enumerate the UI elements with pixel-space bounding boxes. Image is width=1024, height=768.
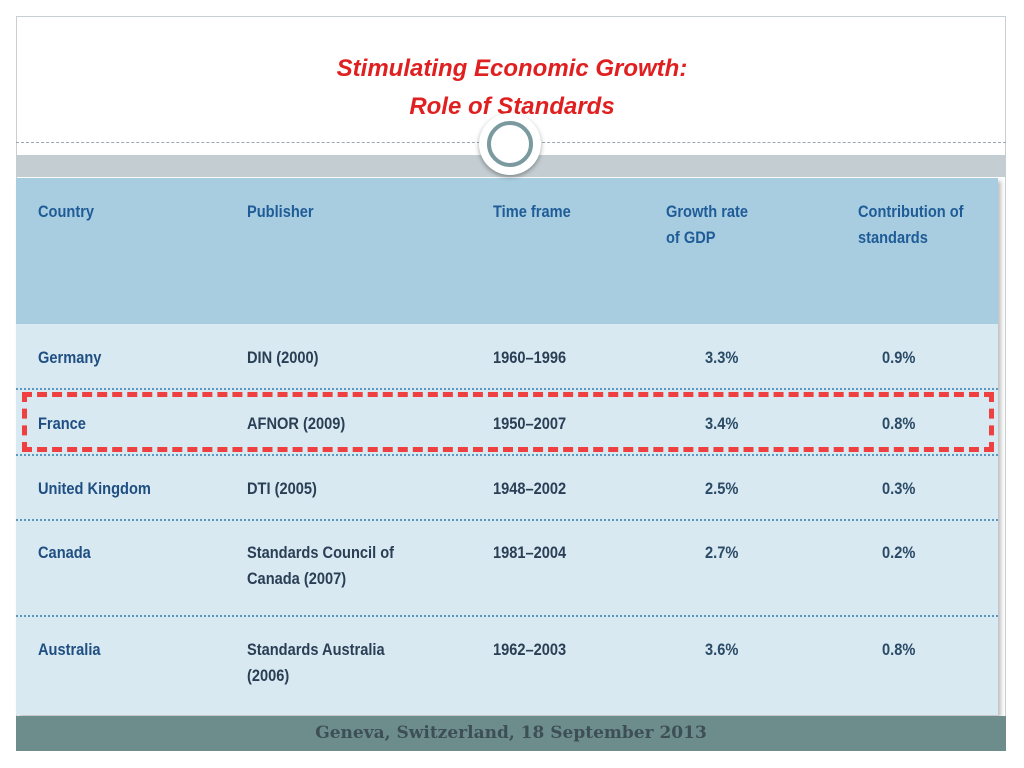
row-time-frame: 1948–2002 (493, 479, 567, 498)
row-contribution: 0.3% (882, 479, 916, 498)
header-contribution-line2: standards (858, 228, 928, 247)
row-growth: 3.3% (705, 348, 739, 367)
row-time-frame: 1962–2003 (493, 640, 567, 659)
row-contribution: 0.8% (882, 414, 916, 433)
header-publisher: Publisher (247, 202, 314, 221)
row-growth: 3.6% (705, 640, 739, 659)
row-contribution: 0.9% (882, 348, 916, 367)
row-divider (16, 615, 998, 617)
row-contribution: 0.2% (882, 543, 916, 562)
row-publisher-line2: (2006) (247, 666, 290, 685)
row-country: Canada (38, 543, 91, 562)
footer-text: Geneva, Switzerland, 18 September 2013 (315, 723, 707, 743)
row-divider (16, 454, 998, 456)
row-publisher-line2: Canada (2007) (247, 569, 347, 588)
row-publisher: DTI (2005) (247, 479, 317, 498)
slide-footer: Geneva, Switzerland, 18 September 2013 (16, 716, 1006, 751)
circle-ornament-icon (479, 113, 541, 175)
row-growth: 2.5% (705, 479, 739, 498)
table-header: Country Publisher Time frame Growth rate… (16, 178, 998, 324)
row-publisher: Standards Australia (247, 640, 385, 659)
header-time-frame: Time frame (493, 202, 571, 221)
row-country: United Kingdom (38, 479, 151, 498)
row-growth: 3.4% (705, 414, 739, 433)
row-country: Germany (38, 348, 102, 367)
row-country: France (38, 414, 86, 433)
row-time-frame: 1950–2007 (493, 414, 567, 433)
header-country: Country (38, 202, 95, 221)
header-contribution-line1: Contribution of (858, 202, 964, 221)
row-time-frame: 1960–1996 (493, 348, 567, 367)
row-publisher: Standards Council of (247, 543, 395, 562)
row-contribution: 0.8% (882, 640, 916, 659)
row-publisher: DIN (2000) (247, 348, 319, 367)
header-growth-line1: Growth rate (666, 202, 749, 221)
row-divider (16, 519, 998, 521)
slide-title-line1: Stimulating Economic Growth: (336, 55, 688, 82)
row-divider (16, 388, 998, 390)
row-publisher: AFNOR (2009) (247, 414, 346, 433)
growth-table: Country Publisher Time frame Growth rate… (16, 178, 998, 715)
header-growth-line2: of GDP (666, 228, 716, 247)
row-time-frame: 1981–2004 (493, 543, 567, 562)
slide-title: Stimulating Economic Growth: Role of Sta… (0, 50, 1024, 126)
france-highlight-box (22, 392, 994, 452)
row-country: Australia (38, 640, 101, 659)
row-growth: 2.7% (705, 543, 739, 562)
